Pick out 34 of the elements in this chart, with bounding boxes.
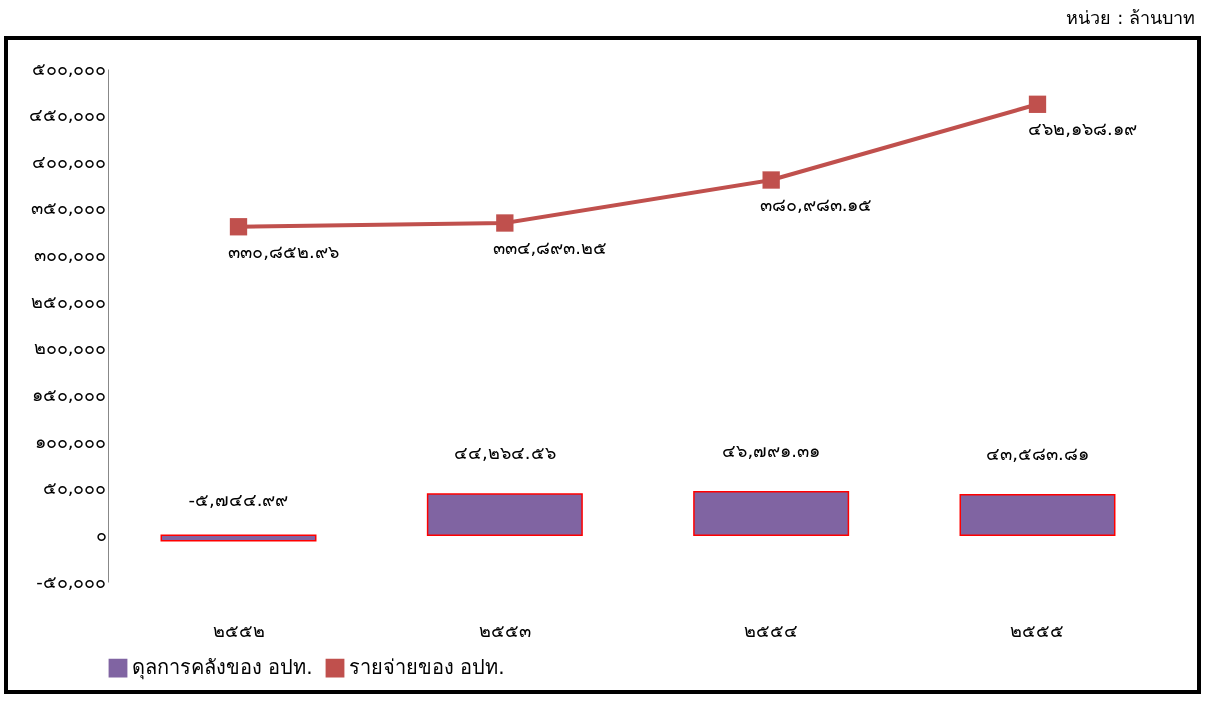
- y-tick-label: ๓๐๐,๐๐๐: [33, 244, 107, 266]
- y-tick-label: -๕๐,๐๐๐: [36, 570, 107, 592]
- point: [496, 214, 514, 232]
- bar: [426, 493, 583, 537]
- y-tick-label: ๑๐๐,๐๐๐: [34, 430, 107, 452]
- point: [762, 171, 780, 189]
- data-label: ๔๖๒,๑๖๘.๑๙: [1028, 118, 1137, 140]
- bar: [959, 493, 1116, 537]
- x-tick-label: ๒๕๕๓: [478, 619, 531, 641]
- data-label: ๔๔,๒๖๔.๕๖: [454, 442, 556, 464]
- y-tick-label: ๑๕๐,๐๐๐: [31, 383, 107, 405]
- y-tick-label: ๐: [95, 523, 107, 545]
- legend-label: ดุลการคลังของ อปท.: [132, 655, 313, 681]
- y-tick-label: ๒๐๐,๐๐๐: [33, 337, 107, 359]
- data-label: ๓๓๔,๘๙๓.๒๕: [492, 237, 608, 258]
- text: หน่วย : ล้านบาท: [1065, 6, 1196, 30]
- y-tick-label: ๕๐,๐๐๐: [42, 477, 107, 499]
- y-tick-label: ๔๕๐,๐๐๐: [28, 104, 107, 126]
- data-label: ๓๓๐,๘๕๒.๙๖: [228, 240, 339, 262]
- y-tick-label: ๓๕๐,๐๐๐: [30, 197, 107, 219]
- x-tick-label: ๒๕๕๕: [1010, 619, 1065, 641]
- data-label: ๔๖,๗๙๑.๓๑: [722, 439, 820, 461]
- bar: [693, 490, 850, 537]
- x-tick-label: ๒๕๕๒: [212, 619, 265, 641]
- legend-label: รายจ่ายของ อปท.: [349, 655, 505, 680]
- point: [229, 218, 248, 236]
- y-tick-label: ๕๐๐,๐๐๐: [31, 57, 107, 79]
- data-label: ๓๘๐,๙๘๓.๑๕: [759, 194, 873, 216]
- data-label: ๔๓,๕๘๓.๘๑: [986, 442, 1089, 464]
- y-tick-label: ๔๐๐,๐๐๐: [31, 150, 107, 172]
- point: [1028, 95, 1047, 113]
- y-tick-label: ๒๕๐,๐๐๐: [30, 290, 107, 312]
- data-label: -๕,๗๔๔.๙๙: [188, 488, 289, 510]
- x-tick-label: ๒๕๕๔: [744, 619, 799, 641]
